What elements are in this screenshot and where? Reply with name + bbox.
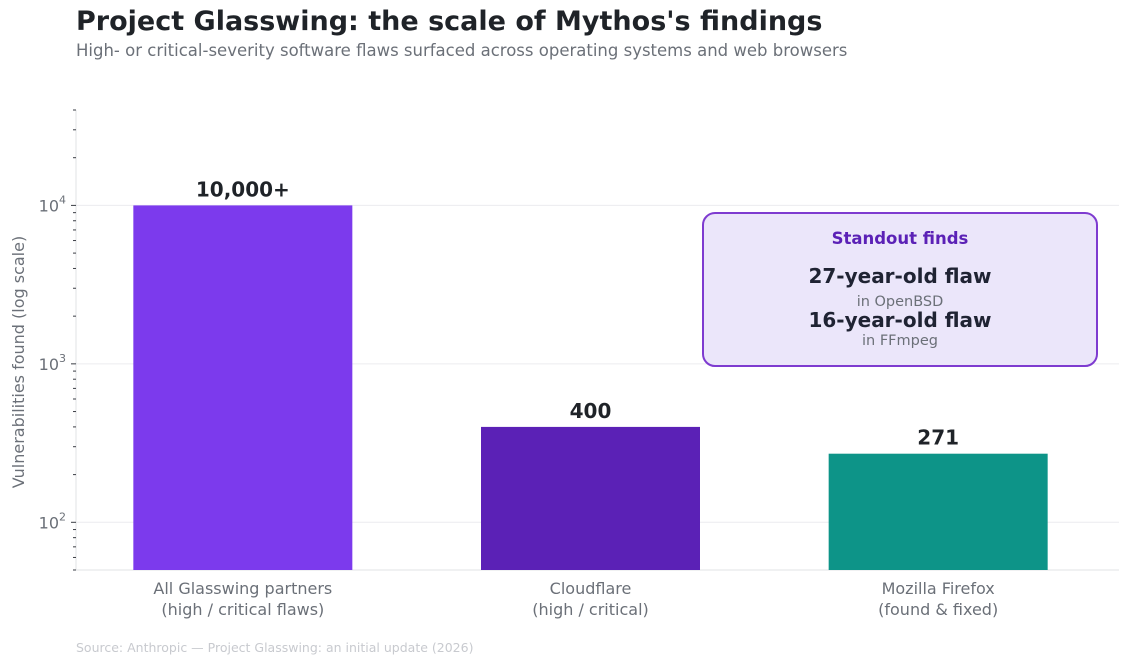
x-tick-label-0-line-1: (high / critical flaws) (161, 600, 324, 619)
find-openbsd-detail: in OpenBSD (856, 294, 944, 310)
x-tick-label-2-line-0: Mozilla Firefox (882, 579, 995, 598)
x-tick-label-1-line-1: (high / critical) (532, 600, 649, 619)
bar-value-label-2: 271 (917, 426, 959, 450)
bar-value-label-0: 10,000+ (196, 177, 290, 201)
y-axis-label: Vulnerabilities found (log scale) (9, 236, 28, 488)
chart-title: Project Glasswing: the scale of Mythos's… (76, 6, 823, 37)
chart-subtitle: High- or critical-severity software flaw… (76, 41, 848, 60)
bar-2 (828, 453, 1048, 570)
y-tick-label-1: 103 (39, 352, 66, 374)
bar-0 (133, 205, 353, 570)
source-note: Source: Anthropic — Project Glasswing: a… (76, 640, 474, 655)
y-tick-label-0: 102 (39, 510, 66, 532)
find-ffmpeg-detail: in FFmpeg (862, 333, 938, 349)
x-tick-label-2-line-1: (found & fixed) (878, 600, 998, 619)
y-tick-label-2: 104 (39, 193, 66, 215)
find-ffmpeg-headline: 16-year-old flaw (808, 308, 992, 332)
standout-finds-callout: Standout finds 27-year-old flaw in OpenB… (702, 212, 1098, 367)
x-tick-label-1-line-0: Cloudflare (550, 579, 632, 598)
bar-1 (481, 426, 700, 570)
bar-value-label-1: 400 (570, 399, 612, 423)
find-openbsd-headline: 27-year-old flaw (808, 264, 992, 288)
x-tick-label-0-line-0: All Glasswing partners (153, 579, 332, 598)
callout-title: Standout finds (831, 229, 969, 248)
